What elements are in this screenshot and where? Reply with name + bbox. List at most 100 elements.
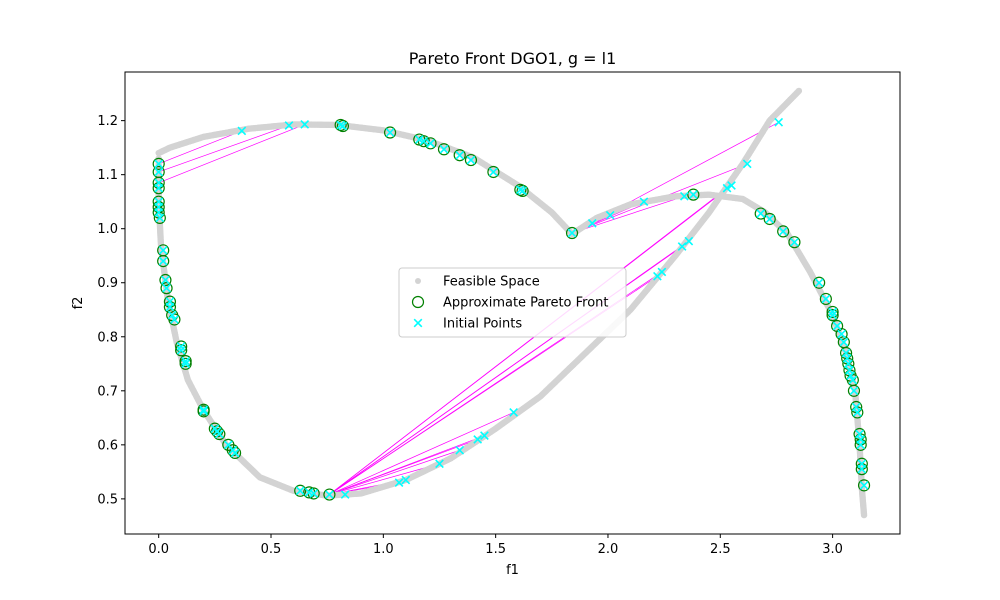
initial-point	[828, 310, 837, 320]
initial-point-stroke	[848, 375, 858, 385]
initial-point-stroke	[394, 478, 404, 488]
initial-point	[435, 459, 444, 469]
initial-point-stroke	[284, 121, 294, 130]
x-tick-label: 0.0	[148, 542, 169, 557]
legend-feasible-marker	[415, 278, 421, 284]
legend-initial-marker	[413, 318, 423, 328]
initial-point	[394, 478, 404, 488]
x-tick-label: 1.0	[373, 542, 394, 557]
initial-point-stroke	[587, 218, 597, 228]
initial-point	[480, 431, 489, 441]
pareto-point	[152, 157, 165, 170]
pareto-point	[813, 276, 826, 289]
initial-point	[790, 237, 799, 247]
initial-point	[154, 167, 164, 177]
y-axis-ticks: 0.5 0.6 0.7 0.8 0.9 1.0 1.1 1.2	[97, 114, 125, 507]
pareto-point	[157, 255, 170, 268]
pareto-point	[565, 226, 579, 240]
initial-point-stroke	[154, 167, 164, 177]
trajectory-line	[158, 124, 305, 184]
initial-point	[852, 408, 862, 417]
initial-point-stroke	[489, 167, 498, 177]
initial-point-stroke	[165, 302, 175, 312]
initial-point-stroke	[223, 440, 233, 450]
initial-point-stroke	[567, 228, 577, 238]
initial-point	[679, 191, 689, 201]
initial-point-stroke	[832, 321, 842, 331]
initial-point	[162, 283, 171, 293]
initial-point-stroke	[455, 150, 465, 160]
pareto-point	[788, 236, 801, 249]
initial-point	[828, 307, 837, 317]
initial-point-stroke	[765, 214, 775, 224]
legend-pareto-marker	[411, 295, 425, 309]
initial-point-stroke	[176, 345, 186, 355]
initial-point-stroke	[778, 227, 788, 236]
pareto-point	[826, 305, 839, 319]
initial-point	[814, 278, 824, 288]
trajectory-line	[571, 195, 685, 234]
initial-point-stroke	[466, 155, 476, 165]
initial-point-stroke	[340, 490, 350, 499]
y-tick-label: 0.6	[97, 438, 118, 453]
initial-point-stroke	[843, 359, 853, 369]
initial-point	[155, 213, 165, 223]
initial-point-stroke	[161, 275, 170, 285]
initial-point	[727, 181, 736, 190]
chart-title: Pareto Front DGO1, g = l1	[409, 49, 617, 68]
initial-point-stroke	[790, 237, 799, 247]
initial-point-stroke	[828, 307, 837, 317]
initial-point-stroke	[439, 144, 449, 154]
initial-point	[821, 294, 831, 304]
pareto-point	[383, 126, 397, 139]
initial-point-stroke	[727, 181, 736, 190]
initial-point	[426, 138, 435, 148]
initial-point	[722, 183, 732, 193]
pareto-point	[754, 207, 767, 220]
initial-point-stroke	[167, 310, 177, 320]
pareto-point	[857, 479, 871, 492]
initial-point	[742, 159, 752, 169]
initial-point-stroke	[181, 356, 191, 366]
x-axis-ticks: 0.0 0.5 1.0 1.5 2.0 2.5 3.0	[148, 534, 843, 557]
initial-point	[684, 236, 694, 246]
legend-initial-label: Initial Points	[443, 317, 522, 332]
legend-box	[398, 267, 627, 338]
initial-point-stroke	[852, 408, 862, 417]
initial-point	[170, 315, 179, 324]
initial-point	[158, 256, 168, 266]
pareto-point	[437, 143, 451, 156]
initial-point-stroke	[774, 117, 784, 127]
initial-point-stroke	[856, 440, 866, 450]
initial-point	[518, 186, 527, 196]
initial-point	[605, 210, 615, 220]
initial-point-stroke	[518, 186, 527, 196]
initial-point-stroke	[473, 435, 483, 444]
y-axis-label: f2	[71, 297, 86, 310]
initial-point	[161, 275, 170, 285]
initial-point	[295, 486, 305, 496]
y-tick-label: 0.8	[97, 330, 118, 345]
initial-point	[158, 245, 168, 255]
initial-point	[199, 405, 208, 415]
initial-point	[325, 490, 334, 499]
pareto-point	[175, 340, 188, 353]
initial-point-stroke	[722, 183, 732, 193]
initial-point-stroke	[158, 256, 168, 266]
initial-point-stroke	[509, 408, 518, 417]
initial-point	[401, 475, 411, 485]
initial-point	[181, 356, 191, 366]
initial-point	[473, 435, 483, 444]
initial-point	[439, 144, 449, 154]
initial-point	[167, 310, 177, 320]
initial-point-stroke	[300, 120, 310, 129]
pareto-point	[847, 384, 861, 397]
initial-point-stroke	[426, 138, 435, 148]
initial-point-stroke	[385, 128, 395, 137]
initial-point-stroke	[657, 267, 667, 277]
initial-point-stroke	[688, 190, 698, 200]
initial-point-stroke	[304, 488, 314, 497]
initial-point	[214, 429, 224, 439]
feasible-point	[860, 511, 868, 519]
